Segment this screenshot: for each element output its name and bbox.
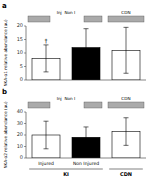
blot-band [84,16,102,22]
bars [32,118,140,158]
blot-band [108,102,144,108]
panel-title: b [2,88,7,96]
figure: a NKA-α1 relative abundance (au) 0 5 10 15 20 †… [0,0,150,186]
panel: a NKA-α1 relative abundance (au) 0 5 10 15 20 †… [2,2,146,87]
blot-label: CDN [121,10,130,15]
y-tick-label: 20 [17,131,23,137]
y-tick-label: 0 [20,76,23,82]
blot-label: Inj Non I [57,96,76,101]
blot-band [28,102,50,108]
group-bracket [29,169,103,170]
error-bar [124,118,129,146]
y-tick-label: 10 [17,143,23,149]
x-axis-line [26,158,146,159]
error-bar [84,127,89,148]
panel: b NKA-α2 relative abundance (au) 0 10 20 30 40… [2,88,146,177]
y-tick-label: 20 [17,22,23,28]
y-tick-label: 10 [17,49,23,55]
y-axis-line [26,26,27,80]
annotation: † [45,37,48,44]
blot-band [28,16,50,22]
blot-label: Inj Non I [57,10,76,15]
y-axis-label: NKA-α2 relative abundance (au) [3,101,8,168]
x-tick-label: Non Injured [73,161,99,166]
error-bar [84,29,89,67]
x-tick-label: Injured [38,161,54,166]
panel-title: a [2,2,7,10]
x-axis-line [26,80,146,81]
y-tick-label: 5 [20,63,23,69]
blot-label: CDN [121,96,130,101]
blot-band [108,16,144,22]
group-bracket [109,169,143,170]
y-tick-label: 0 [20,154,23,160]
error-bar [44,121,49,149]
group-label: KI [63,171,69,177]
error-bar [44,45,49,72]
y-tick-label: 40 [17,108,23,114]
y-axis-line [26,112,27,158]
group-label: CDN [120,171,132,177]
bars [32,27,140,80]
error-bar [124,27,129,73]
y-axis-label: NKA-α1 relative abundance (au) [3,19,8,86]
y-tick-label: 15 [17,36,23,42]
blot-band [84,102,102,108]
y-tick-label: 30 [17,120,23,126]
